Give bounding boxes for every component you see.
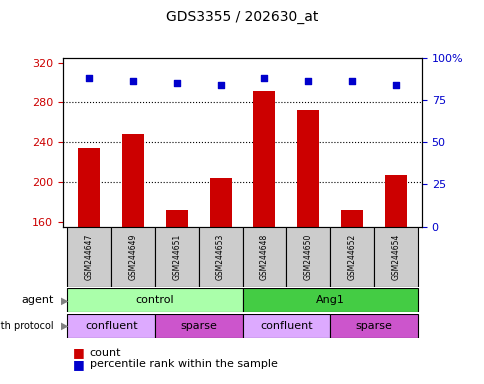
Text: count: count (90, 348, 121, 358)
Text: percentile rank within the sample: percentile rank within the sample (90, 359, 277, 369)
Point (348, 78, 355, 84)
Point (129, 78, 136, 84)
Text: agent: agent (21, 295, 53, 305)
Bar (297, 110, 318, 227)
Point (173, 80, 181, 86)
Bar (122, 134, 144, 227)
Bar (384, 175, 406, 227)
FancyBboxPatch shape (198, 227, 242, 287)
Text: GSM244647: GSM244647 (85, 234, 93, 280)
Text: ■: ■ (73, 358, 84, 371)
Bar (166, 210, 187, 227)
FancyBboxPatch shape (67, 314, 155, 338)
Text: GSM244651: GSM244651 (172, 234, 181, 280)
Point (216, 81, 224, 88)
FancyBboxPatch shape (242, 314, 329, 338)
Text: ▶: ▶ (60, 321, 68, 331)
Text: Ang1: Ang1 (315, 295, 344, 305)
FancyBboxPatch shape (329, 314, 417, 338)
Text: GDS3355 / 202630_at: GDS3355 / 202630_at (166, 10, 318, 23)
Text: GSM244653: GSM244653 (216, 234, 225, 280)
Point (85, 75, 93, 81)
Text: sparse: sparse (180, 321, 217, 331)
FancyBboxPatch shape (111, 227, 155, 287)
Text: ■: ■ (73, 346, 84, 359)
FancyBboxPatch shape (329, 227, 373, 287)
Text: GSM244652: GSM244652 (347, 234, 356, 280)
Text: growth protocol: growth protocol (0, 321, 53, 331)
FancyBboxPatch shape (155, 227, 198, 287)
FancyBboxPatch shape (242, 227, 286, 287)
FancyBboxPatch shape (67, 227, 111, 287)
FancyBboxPatch shape (286, 227, 329, 287)
Text: sparse: sparse (355, 321, 392, 331)
Text: control: control (136, 295, 174, 305)
Bar (209, 178, 231, 227)
Text: confluent: confluent (259, 321, 312, 331)
FancyBboxPatch shape (67, 288, 242, 312)
Text: GSM244649: GSM244649 (128, 234, 137, 280)
Text: GSM244650: GSM244650 (303, 234, 312, 280)
Text: ▶: ▶ (60, 295, 68, 305)
Point (260, 75, 268, 81)
FancyBboxPatch shape (155, 314, 242, 338)
Text: GSM244648: GSM244648 (259, 234, 268, 280)
FancyBboxPatch shape (373, 227, 417, 287)
Point (303, 78, 311, 84)
FancyBboxPatch shape (242, 288, 417, 312)
Bar (340, 210, 362, 227)
Text: GSM244654: GSM244654 (391, 234, 399, 280)
Bar (78, 148, 100, 227)
Bar (253, 91, 275, 227)
Point (391, 81, 399, 88)
Text: confluent: confluent (85, 321, 137, 331)
